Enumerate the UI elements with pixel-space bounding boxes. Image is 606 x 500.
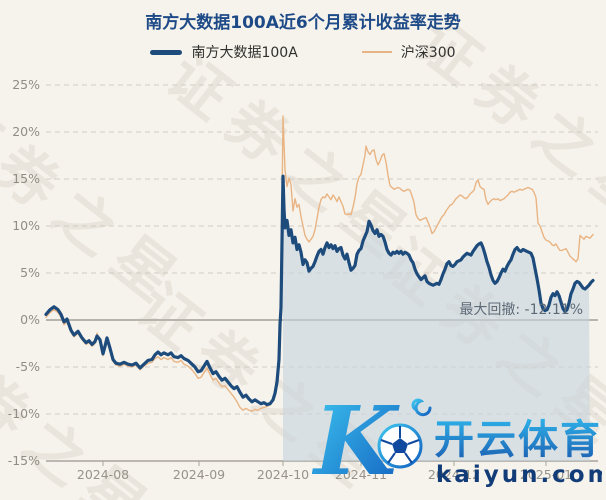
- x-axis-label: 2024-11: [335, 467, 387, 482]
- y-axis-label: -15%: [8, 453, 40, 468]
- legend-item-benchmark[interactable]: 沪深300: [361, 42, 456, 62]
- x-axis-label: 2024-12: [428, 467, 480, 482]
- max-drawdown-label: 最大回撤: -12.11%: [459, 302, 583, 318]
- y-axis-label: 15%: [12, 171, 40, 186]
- soccer-ball-icon: [377, 423, 423, 469]
- y-axis-label: -5%: [16, 359, 40, 374]
- kaiyun-logo[interactable]: K 开云体育 kaiyun.com: [312, 386, 602, 490]
- y-axis-label: 20%: [12, 124, 40, 139]
- logo-brand-text: 开云体育: [434, 417, 602, 463]
- legend-label-fund: 南方大数据100A: [191, 45, 298, 61]
- x-axis-label: 2024-09: [173, 467, 225, 482]
- logo-swirl-icon: [411, 398, 432, 417]
- x-axis-label: 2024-08: [77, 467, 129, 482]
- logo-domain-text: kaiyun.com: [436, 462, 602, 488]
- x-axis-label: 2025-01: [520, 467, 572, 482]
- y-axis-label: -10%: [8, 406, 40, 421]
- x-axis-label: 2024-10: [257, 467, 309, 482]
- legend-item-fund[interactable]: 南方大数据100A: [150, 42, 298, 62]
- y-axis-label: 25%: [12, 77, 40, 92]
- benchmark-series-line: [45, 115, 594, 412]
- chart-legend: 南方大数据100A 沪深300: [0, 42, 606, 62]
- fund-series-line: [44, 174, 595, 407]
- drawdown-area: [283, 176, 590, 461]
- chart-title: 南方大数据100A近6个月累计收益率走势: [145, 13, 461, 33]
- y-axis-label: 10%: [12, 218, 40, 233]
- legend-swatch-benchmark: [361, 51, 392, 53]
- legend-swatch-fund: [150, 49, 183, 55]
- y-axis-label: 5%: [20, 265, 40, 280]
- y-axis-label: 0%: [20, 312, 40, 327]
- legend-label-benchmark: 沪深300: [400, 45, 456, 61]
